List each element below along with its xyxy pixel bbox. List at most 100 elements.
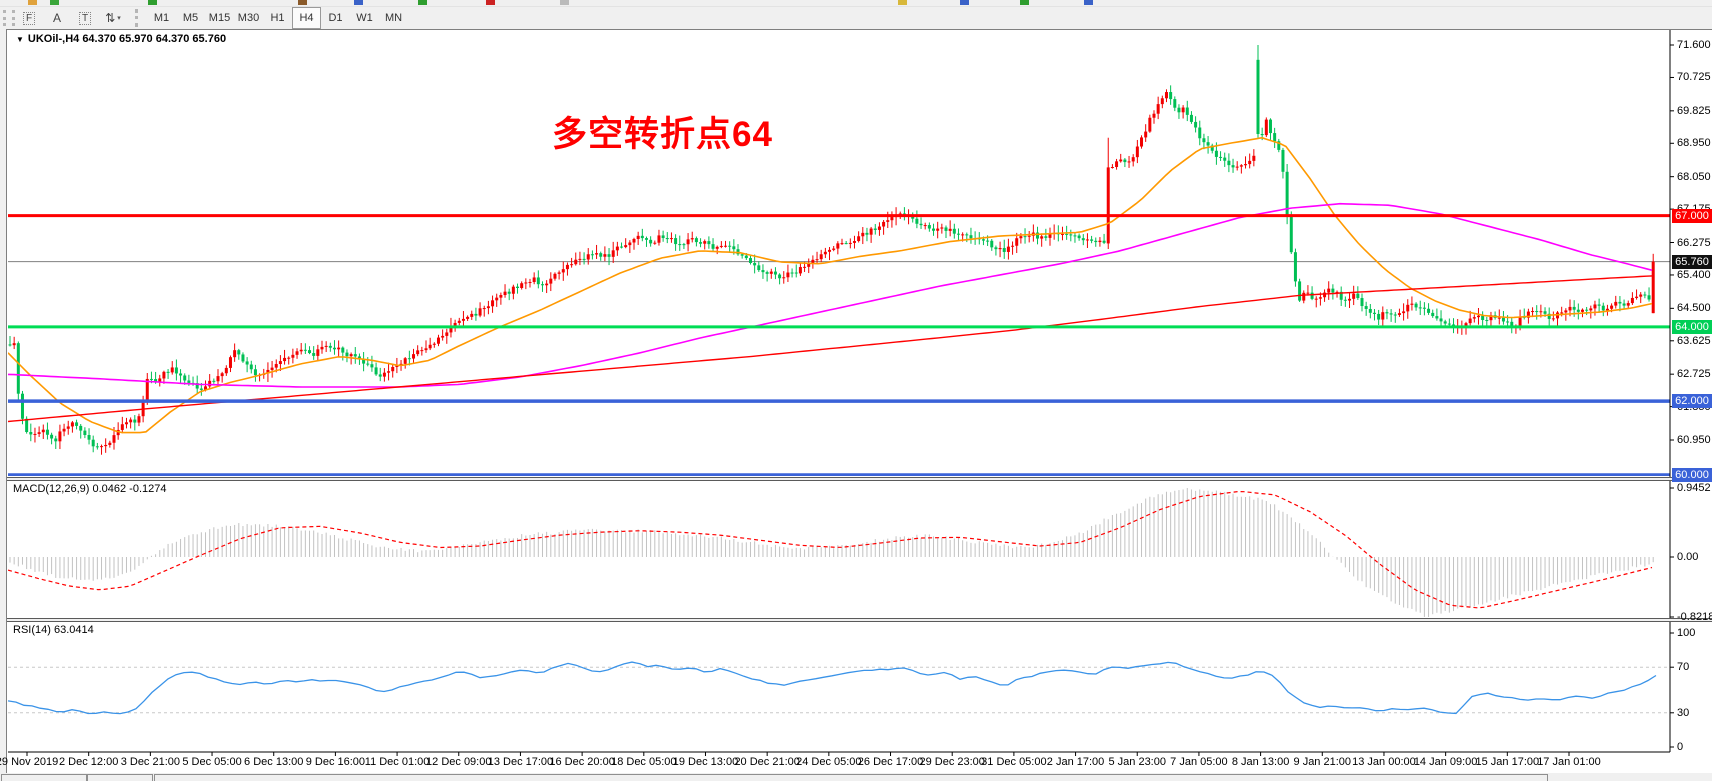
price-badge-65.760[interactable]: 65.760 bbox=[1672, 254, 1712, 269]
chart-tab-0[interactable] bbox=[1, 774, 87, 781]
candle-body bbox=[836, 243, 840, 249]
text-box-icon[interactable]: T bbox=[72, 7, 98, 29]
timeframe-button-M1[interactable]: M1 bbox=[153, 12, 170, 24]
candle-body bbox=[1364, 306, 1368, 309]
candle-body bbox=[124, 422, 128, 425]
clipped-toolbar-icon[interactable] bbox=[354, 0, 363, 5]
candle-body bbox=[998, 248, 1002, 250]
candle-body bbox=[1327, 288, 1331, 293]
candle-body bbox=[1006, 246, 1010, 252]
price-axis-label: 62.725 bbox=[1677, 368, 1711, 381]
candle-body bbox=[678, 244, 682, 246]
timeframe-button-MN[interactable]: MN bbox=[384, 12, 403, 24]
candle-body bbox=[1489, 315, 1493, 321]
timeframe-button-M15[interactable]: M15 bbox=[208, 12, 231, 24]
clipped-toolbar-icon[interactable] bbox=[960, 0, 969, 5]
clipped-toolbar-icon[interactable] bbox=[148, 0, 157, 5]
candle-body bbox=[1531, 311, 1535, 313]
candle-body bbox=[1393, 314, 1397, 316]
candle-body bbox=[1318, 297, 1322, 299]
date-axis-label: 17 Jan 01:00 bbox=[1537, 756, 1601, 768]
clipped-toolbar-icon[interactable] bbox=[898, 0, 907, 5]
clipped-toolbar-icon[interactable] bbox=[28, 0, 37, 5]
candle-body bbox=[378, 374, 382, 377]
clipped-toolbar-icon[interactable] bbox=[1020, 0, 1029, 5]
clipped-toolbar-icon[interactable] bbox=[560, 0, 569, 5]
timeframe-button-M30[interactable]: M30 bbox=[237, 12, 260, 24]
candle-body bbox=[923, 225, 927, 227]
candle-body bbox=[748, 258, 752, 263]
price-badge-62.000[interactable]: 62.000 bbox=[1672, 394, 1712, 409]
candle-body bbox=[1614, 301, 1618, 306]
candle-body bbox=[603, 254, 607, 257]
candle-body bbox=[1214, 150, 1218, 157]
timeframe-button-W1[interactable]: W1 bbox=[356, 12, 373, 24]
clipped-toolbar-icon[interactable] bbox=[486, 0, 495, 5]
timeframe-button-H1[interactable]: H1 bbox=[270, 12, 285, 24]
candle-body bbox=[811, 259, 815, 264]
candle-body bbox=[37, 432, 41, 434]
candle-body bbox=[1194, 121, 1198, 128]
candle-body bbox=[936, 228, 940, 231]
clipped-toolbar-icon[interactable] bbox=[50, 0, 59, 5]
candle-body bbox=[740, 254, 744, 256]
candle-body bbox=[1377, 313, 1381, 320]
clipped-toolbar-strip bbox=[0, 0, 1712, 7]
arrange-arrows-icon[interactable]: ⇅ ▾ bbox=[100, 7, 126, 29]
text-a-icon-glyph: A bbox=[52, 11, 61, 25]
candle-body bbox=[1127, 161, 1131, 163]
candle-body bbox=[54, 438, 58, 442]
symbol-ohlc-header: ▼ UKOil-,H4 64.370 65.970 64.370 65.760 bbox=[16, 33, 227, 45]
date-axis-label: 18 Dec 05:00 bbox=[611, 756, 677, 768]
macd-axis-label: -0.8218 bbox=[1677, 610, 1712, 623]
date-axis-label: 12 Dec 09:00 bbox=[426, 756, 492, 768]
rsi-indicator-label: RSI(14) 63.0414 bbox=[13, 624, 94, 636]
date-axis-label: 20 Dec 21:00 bbox=[734, 756, 800, 768]
clipped-toolbar-icon[interactable] bbox=[298, 0, 307, 5]
candle-body bbox=[204, 386, 208, 390]
candle-body bbox=[1098, 240, 1102, 243]
price-badge-60.000[interactable]: 60.000 bbox=[1672, 468, 1712, 483]
candle-body bbox=[882, 221, 886, 227]
candle-body bbox=[565, 264, 569, 270]
rsi-axis-label: 0 bbox=[1677, 741, 1684, 753]
clipped-toolbar-icon[interactable] bbox=[418, 0, 427, 5]
candle-body bbox=[669, 238, 673, 240]
candle-body bbox=[1339, 291, 1343, 300]
chart-tab-1[interactable] bbox=[87, 774, 153, 781]
candle-body bbox=[786, 272, 790, 278]
timeframe-button-D1[interactable]: D1 bbox=[328, 12, 343, 24]
price-badge-64.000[interactable]: 64.000 bbox=[1672, 319, 1712, 334]
candle-body bbox=[287, 357, 291, 359]
candle-body bbox=[1368, 308, 1372, 313]
dropdown-arrow-icon[interactable]: ▾ bbox=[117, 15, 121, 22]
candle-body bbox=[1335, 291, 1339, 293]
toolbar-grip[interactable] bbox=[3, 10, 15, 26]
candle-body bbox=[357, 356, 361, 359]
annotation-text[interactable]: 多空转折点64 bbox=[552, 115, 773, 154]
candle-body bbox=[956, 233, 960, 235]
candle-body bbox=[1410, 303, 1414, 305]
text-a-icon[interactable]: A bbox=[44, 7, 70, 29]
candle-body bbox=[149, 378, 153, 380]
template-grid-icon[interactable]: F bbox=[16, 7, 42, 29]
price-badge-67.000[interactable]: 67.000 bbox=[1672, 208, 1712, 223]
macd-panel-separator[interactable] bbox=[7, 477, 1712, 481]
candle-body bbox=[1389, 313, 1393, 315]
candle-body bbox=[844, 243, 848, 245]
date-axis-label: 29 Dec 23:00 bbox=[919, 756, 985, 768]
candle-body bbox=[1381, 312, 1385, 320]
candle-body bbox=[104, 444, 108, 447]
candle-body bbox=[503, 291, 507, 296]
candle-body bbox=[212, 380, 216, 382]
candle-body bbox=[665, 238, 669, 240]
chevron-down-icon[interactable]: ▼ bbox=[16, 35, 24, 44]
timeframe-button-M5[interactable]: M5 bbox=[182, 12, 199, 24]
date-axis-label: 9 Dec 16:00 bbox=[305, 756, 366, 768]
clipped-toolbar-icon[interactable] bbox=[1084, 0, 1093, 5]
chart-tab-2[interactable] bbox=[154, 774, 1548, 781]
timeframe-button-H4[interactable]: H4 bbox=[292, 7, 321, 29]
candle-body bbox=[353, 354, 357, 357]
rsi-panel-separator[interactable] bbox=[7, 618, 1712, 622]
